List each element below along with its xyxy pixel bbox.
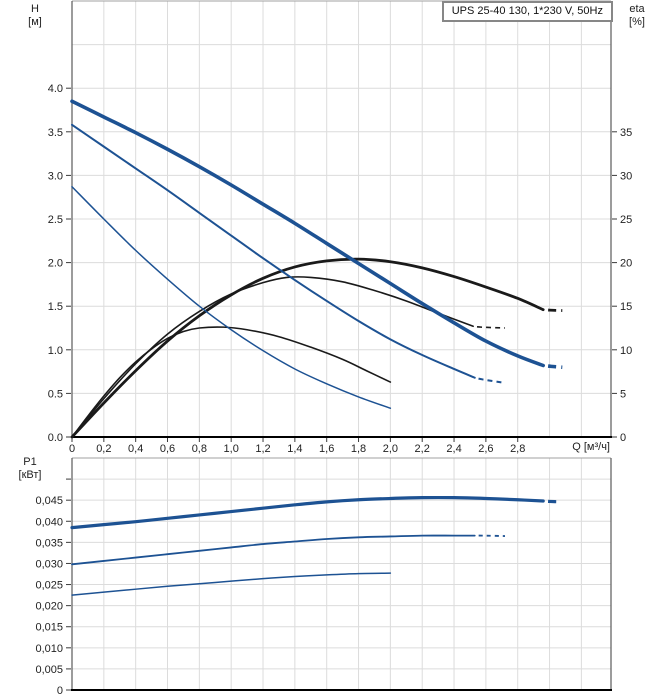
svg-text:1.0: 1.0 (48, 345, 63, 357)
svg-text:3.5: 3.5 (48, 127, 63, 139)
svg-text:30: 30 (620, 170, 632, 182)
svg-text:1,4: 1,4 (287, 443, 302, 455)
svg-text:4.0: 4.0 (48, 83, 63, 95)
svg-text:3.0: 3.0 (48, 170, 63, 182)
svg-text:0,025: 0,025 (35, 580, 63, 592)
svg-text:2,8: 2,8 (510, 443, 525, 455)
svg-text:2.0: 2.0 (48, 258, 63, 270)
svg-text:2,4: 2,4 (446, 443, 461, 455)
p1-axis-title: P1 [кВт] (8, 456, 52, 482)
svg-text:25: 25 (620, 214, 632, 226)
svg-text:5: 5 (620, 388, 626, 400)
svg-text:2,0: 2,0 (383, 443, 398, 455)
svg-text:0.5: 0.5 (48, 388, 63, 400)
svg-text:0,035: 0,035 (35, 537, 63, 549)
svg-text:0,005: 0,005 (35, 664, 63, 676)
svg-text:0,015: 0,015 (35, 622, 63, 634)
h-axis-name: H (31, 3, 39, 15)
svg-text:0,045: 0,045 (35, 495, 63, 507)
q-axis-title: Q [м³/ч] (572, 441, 610, 453)
pump-model-title-box: UPS 25-40 130, 1*230 V, 50Hz (441, 1, 613, 22)
svg-text:0.0: 0.0 (48, 432, 63, 444)
p1-axis-name: P1 (23, 456, 37, 468)
svg-text:2,2: 2,2 (415, 443, 430, 455)
svg-text:1,6: 1,6 (319, 443, 334, 455)
svg-text:0,8: 0,8 (192, 443, 207, 455)
eta-axis-unit: [%] (629, 16, 645, 28)
svg-text:0,2: 0,2 (96, 443, 111, 455)
svg-text:0,030: 0,030 (35, 558, 63, 570)
svg-text:20: 20 (620, 258, 632, 270)
svg-text:1,8: 1,8 (351, 443, 366, 455)
svg-text:0,6: 0,6 (160, 443, 175, 455)
svg-text:15: 15 (620, 301, 632, 313)
svg-text:0,020: 0,020 (35, 601, 63, 613)
svg-text:0,010: 0,010 (35, 643, 63, 655)
p1-axis-unit: [кВт] (18, 469, 42, 481)
svg-text:0: 0 (620, 432, 626, 444)
h-axis-unit: [м] (28, 16, 42, 28)
svg-text:2.5: 2.5 (48, 214, 63, 226)
eta-axis-title: eta [%] (620, 3, 654, 29)
svg-text:2,6: 2,6 (478, 443, 493, 455)
svg-text:35: 35 (620, 127, 632, 139)
svg-text:0,040: 0,040 (35, 516, 63, 528)
svg-text:0: 0 (69, 443, 75, 455)
svg-text:10: 10 (620, 345, 632, 357)
svg-text:1,0: 1,0 (224, 443, 239, 455)
svg-text:0: 0 (57, 685, 63, 697)
svg-text:0,4: 0,4 (128, 443, 143, 455)
svg-text:1.5: 1.5 (48, 301, 63, 313)
h-axis-title: H [м] (20, 3, 50, 29)
svg-text:1,2: 1,2 (255, 443, 270, 455)
eta-axis-name: eta (629, 3, 645, 15)
